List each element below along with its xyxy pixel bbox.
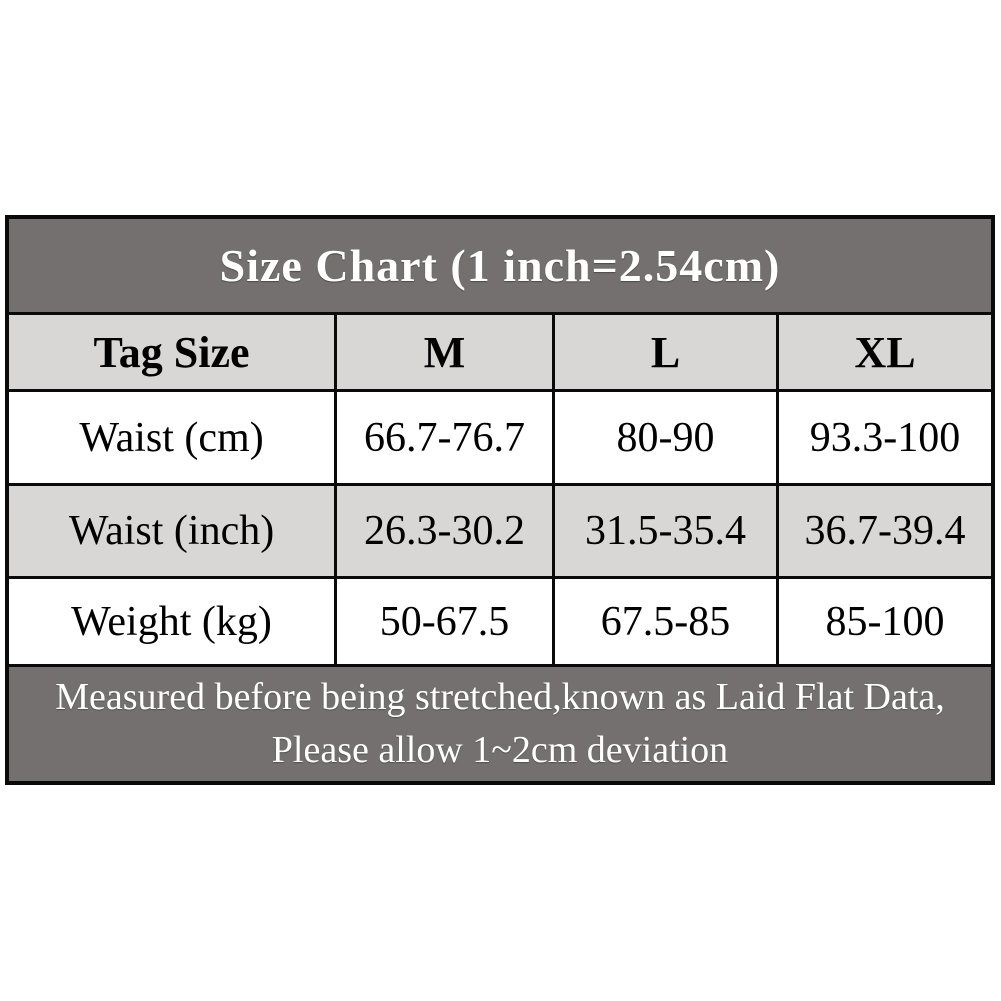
waist-cm-value-l: 80-90 [555, 392, 777, 483]
column-header-size-l: L [555, 315, 777, 389]
waist-inch-value-m: 26.3-30.2 [337, 486, 553, 576]
column-header-tag-size: Tag Size [9, 315, 335, 389]
waist-inch-value-xl: 36.7-39.4 [779, 486, 991, 576]
size-chart-table: Size Chart (1 inch=2.54cm) Tag Size M L … [5, 215, 995, 785]
waist-inch-value-l: 31.5-35.4 [555, 486, 777, 576]
measurement-note-line-2: Please allow 1~2cm deviation [271, 729, 729, 771]
size-chart-title: Size Chart (1 inch=2.54cm) [9, 219, 991, 312]
measurement-note-line-1: Measured before being stretched,known as… [55, 675, 945, 718]
weight-kg-value-m: 50-67.5 [337, 579, 553, 664]
waist-cm-value-m: 66.7-76.7 [337, 392, 553, 483]
row-label-weight-kg: Weight (kg) [9, 579, 335, 664]
row-label-waist-cm: Waist (cm) [9, 392, 335, 483]
waist-cm-value-xl: 93.3-100 [779, 392, 991, 483]
column-header-size-xl: XL [779, 315, 991, 389]
measurement-note: Measured before being stretched,known as… [9, 667, 991, 781]
column-header-size-m: M [337, 315, 553, 389]
weight-kg-value-xl: 85-100 [779, 579, 991, 664]
weight-kg-value-l: 67.5-85 [555, 579, 777, 664]
row-label-waist-inch: Waist (inch) [9, 486, 335, 576]
